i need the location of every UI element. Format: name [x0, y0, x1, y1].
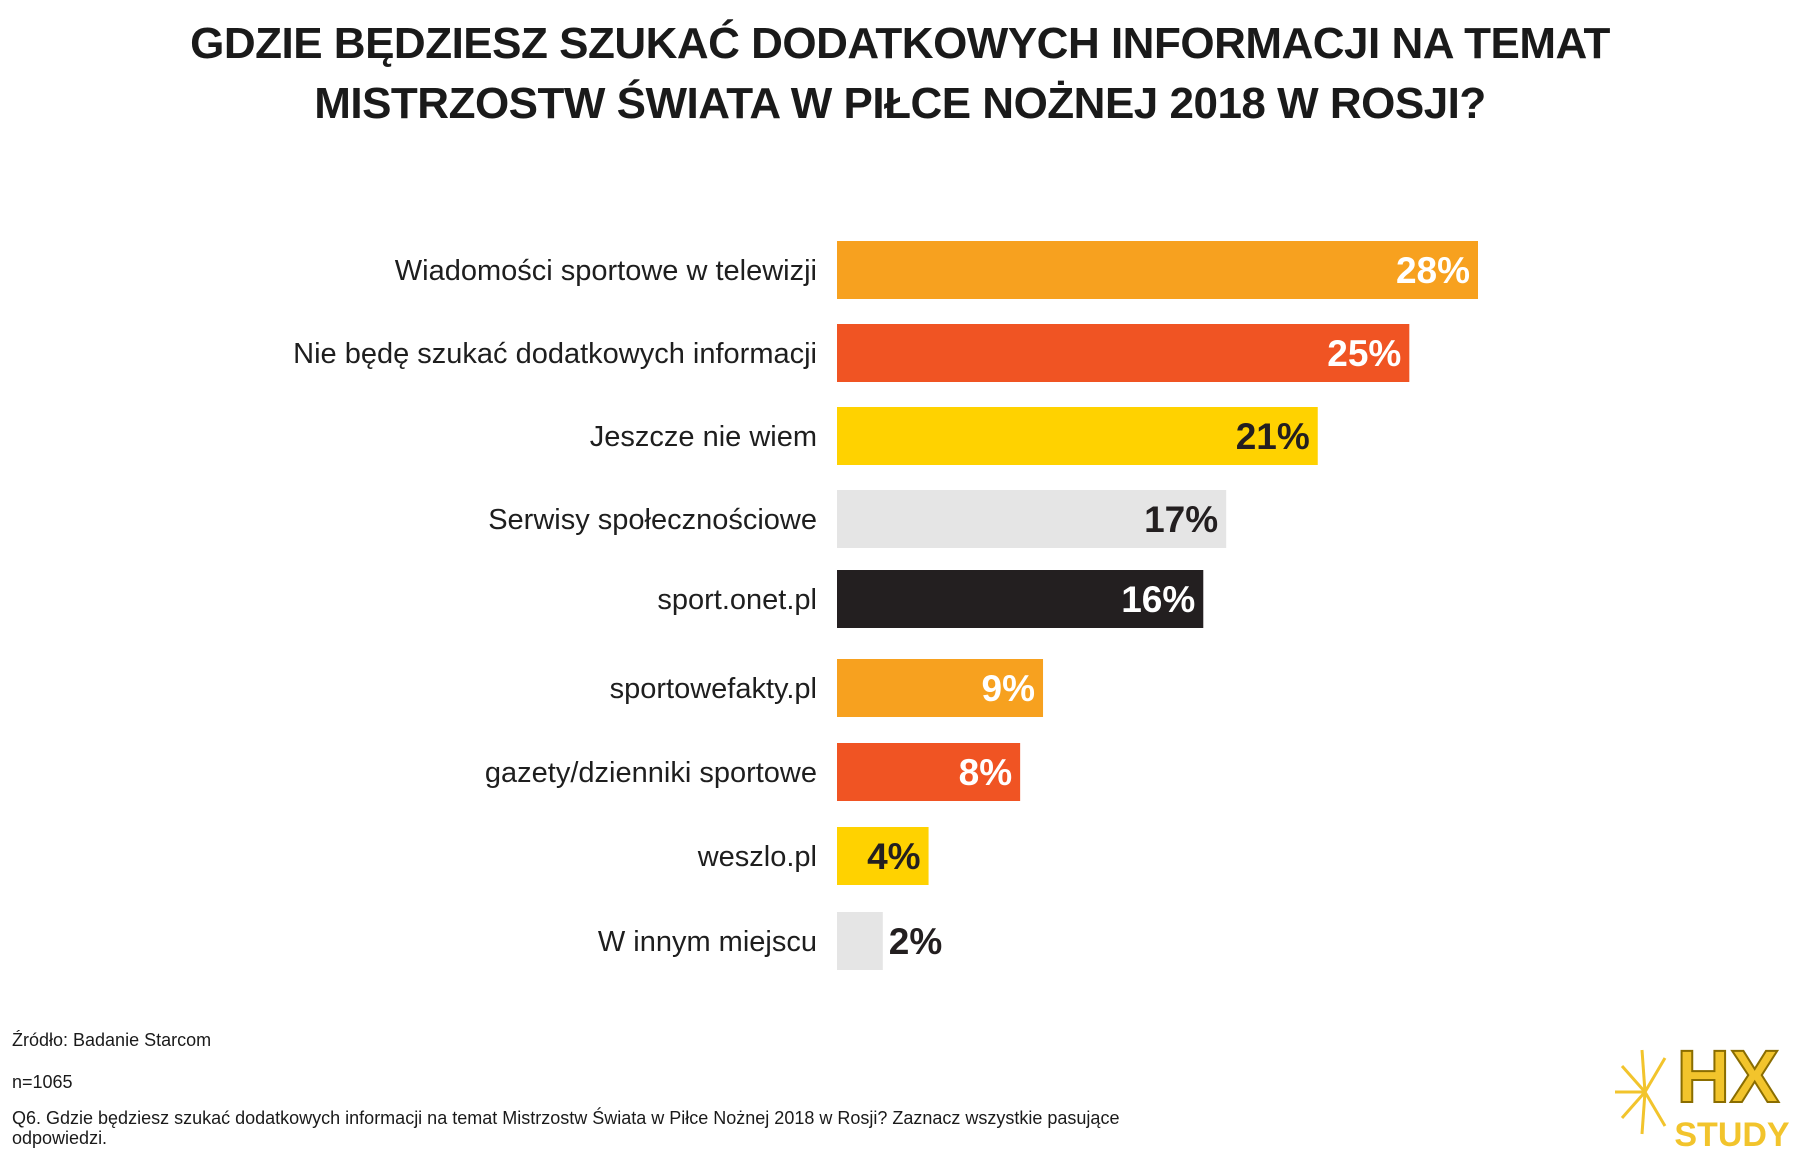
value-label-6: 8% — [959, 752, 1012, 793]
value-label-1: 25% — [1327, 333, 1401, 374]
logo-study-text: STUDY — [1674, 1116, 1790, 1154]
bar-7 — [837, 827, 929, 885]
bar-4 — [837, 570, 1204, 628]
value-labels-group: 28% 25% 21% 17% 16% 9% 8% 4% 2% — [867, 250, 1470, 962]
bar-2 — [837, 407, 1318, 465]
value-label-3: 17% — [1144, 499, 1218, 540]
source-note: Źródło: Badanie Starcom — [12, 1030, 212, 1050]
value-label-4: 16% — [1121, 579, 1195, 620]
bar-3 — [837, 490, 1227, 548]
category-label-0: Wiadomości sportowe w telewizji — [395, 255, 817, 287]
sample-size-note: n=1065 — [12, 1072, 73, 1092]
category-label-2: Jeszcze nie wiem — [590, 421, 817, 453]
value-label-5: 9% — [982, 668, 1035, 709]
hx-study-logo: HX STUDY — [1615, 1034, 1790, 1154]
category-label-5: sportowefakty.pl — [610, 673, 817, 705]
bar-8 — [837, 912, 883, 970]
value-label-8: 2% — [889, 921, 942, 962]
category-label-8: W innym miejscu — [598, 926, 817, 958]
chart-title: GDZIE BĘDZIESZ SZUKAĆ DODATKOWYCH INFORM… — [190, 19, 1610, 128]
sunburst-icon — [1615, 1049, 1667, 1135]
question-note: Q6. Gdzie będziesz szukać dodatkowych in… — [12, 1108, 1120, 1148]
logo-hx-text: HX — [1677, 1035, 1780, 1118]
category-label-7: weszlo.pl — [697, 841, 817, 873]
category-label-3: Serwisy społecznościowe — [488, 504, 817, 536]
bar-5 — [837, 659, 1044, 717]
category-label-1: Nie będę szukać dodatkowych informacji — [293, 338, 817, 370]
category-label-4: sport.onet.pl — [657, 584, 817, 616]
value-label-2: 21% — [1236, 416, 1310, 457]
bar-6 — [837, 743, 1021, 801]
bars-group — [837, 241, 1478, 970]
value-label-7: 4% — [867, 836, 920, 877]
bar-0 — [837, 241, 1478, 299]
value-label-0: 28% — [1396, 250, 1470, 291]
bar-1 — [837, 324, 1410, 382]
category-label-6: gazety/dzienniki sportowe — [485, 757, 817, 789]
category-labels-group: Wiadomości sportowe w telewizji Nie będę … — [293, 255, 817, 958]
bar-chart: Wiadomości sportowe w telewizji Nie będę … — [293, 241, 1478, 970]
